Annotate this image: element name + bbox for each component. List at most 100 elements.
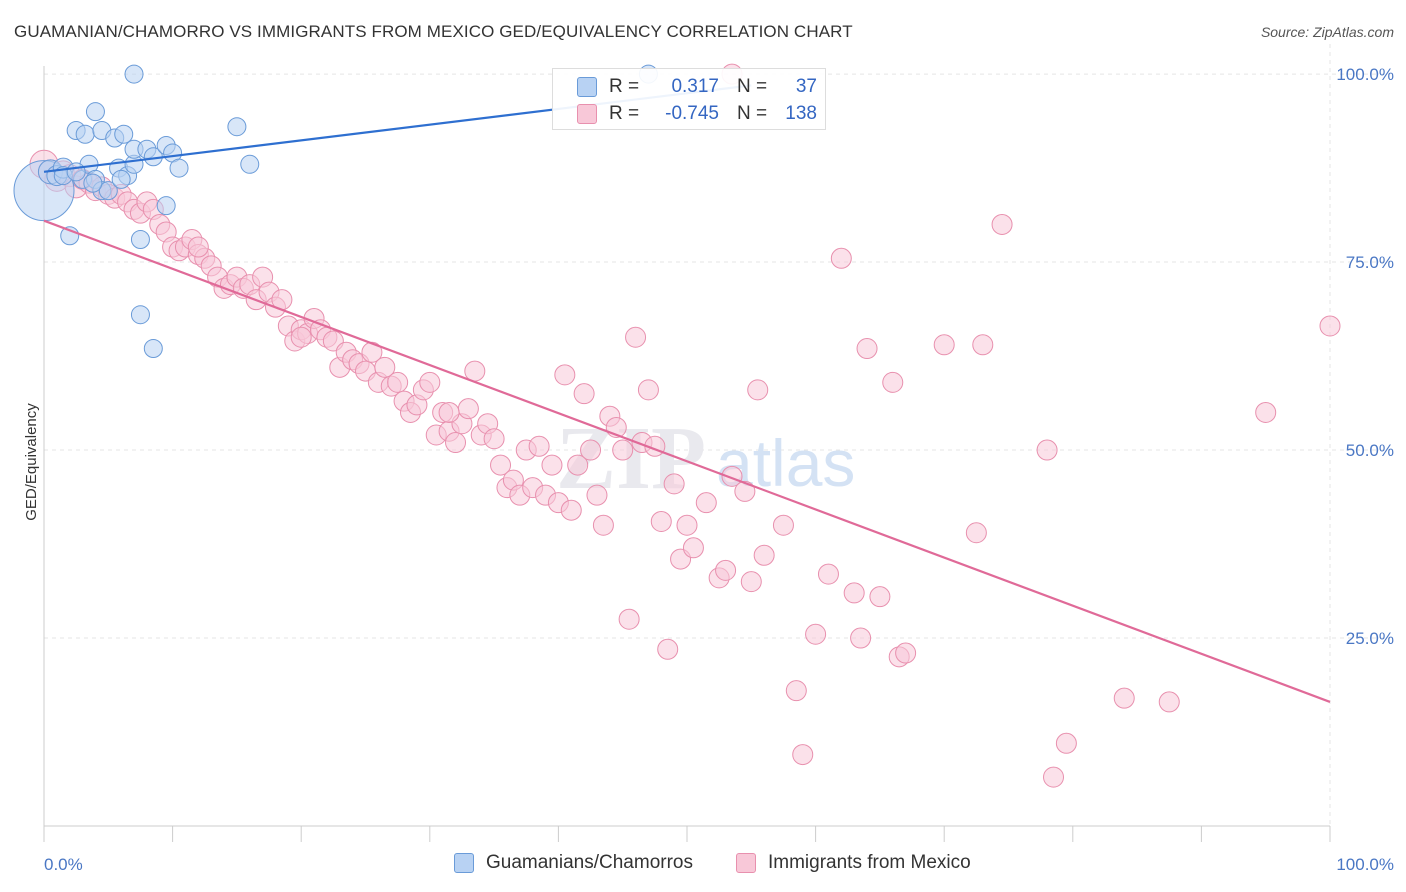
grid-lines [44,44,1390,826]
legend-item-mexico[interactable]: Immigrants from Mexico [736,852,971,874]
mexico-point [933,334,955,356]
guamanian-point [75,124,95,144]
source-label: Source: ZipAtlas.com [1260,24,1394,40]
mexico-point [882,371,904,393]
y-axis-title: GED/Equivalency [23,403,40,521]
y-tick-label: 100.0% [1336,65,1394,84]
chart-title: GUAMANIAN/CHAMORRO VS IMMIGRANTS FROM ME… [14,22,853,41]
mexico-point [464,360,486,382]
x-tick-label: 100.0% [1336,855,1394,874]
mexico-point [625,326,647,348]
mexico-point [637,379,659,401]
y-tick-labels: 25.0% 50.0% 75.0% 100.0% [1336,65,1394,648]
guamanian-point [114,124,134,144]
mexico-point [612,439,634,461]
mexico-point [592,514,614,536]
stats-legend: R = 0.317 N = 37 R = -0.745 N = 138 [552,68,826,130]
y-tick-label: 50.0% [1346,441,1394,460]
mexico-point [457,398,479,420]
mexico-point [1036,439,1058,461]
mexico-point [785,680,807,702]
mexico-point [657,638,679,660]
mexico-point [792,744,814,766]
mexico-point [1055,732,1077,754]
mexico-point [573,383,595,405]
mexico-point [747,379,769,401]
mexico-point [1319,315,1341,337]
r-label: R = [609,103,640,124]
mexico-point [676,514,698,536]
mexico-point [856,338,878,360]
mexico-point [965,522,987,544]
mexico-point [290,326,312,348]
series-legend: Guamanians/Chamorros Immigrants from Mex… [0,852,1406,878]
stats-row-blue: R = 0.317 N = 37 [553,74,817,100]
mexico-point [734,480,756,502]
pink-n-value: 138 [785,103,817,124]
mexico-trend-line [43,219,1331,703]
mexico-point [618,608,640,630]
blue-swatch [577,77,597,97]
blue-r-value: 0.317 [671,76,719,97]
mexico-point [560,499,582,521]
legend-item-guamanians[interactable]: Guamanians/Chamorros [454,852,693,874]
pink-r-value: -0.745 [665,103,719,124]
mexico-point [895,642,917,664]
mexico-point [695,492,717,514]
guamanian-point [130,230,150,249]
mexico-point [682,537,704,559]
legend-label-guamanians: Guamanians/Chamorros [486,852,693,873]
mexico-point [483,428,505,450]
guamanian-point [111,169,131,189]
mexico-point [419,371,441,393]
mexico-point [650,510,672,532]
mexico-point [740,571,762,593]
r-label: R = [609,76,640,97]
stats-row-pink: R = -0.745 N = 138 [553,101,817,127]
mexico-point [753,544,775,566]
mexico-point [438,401,460,423]
guamanian-point [85,102,105,122]
mexico-point [1113,687,1135,709]
mexico-point [567,454,589,476]
pink-swatch [577,104,597,124]
guamanian-point [143,339,163,359]
mexico-point [374,356,396,378]
y-tick-label: 25.0% [1346,629,1394,648]
mexico-point [1043,766,1065,788]
mexico-point [721,465,743,487]
mexico-point [991,213,1013,235]
mexico-point [869,586,891,608]
mexico-point [715,559,737,581]
mexico-point [772,514,794,536]
mexico-point [663,473,685,495]
mexico-point [817,563,839,585]
guamanian-point [130,305,150,325]
blue-n-value: 37 [795,76,817,97]
guamanian-point [240,154,260,174]
mexico-point [843,582,865,604]
mexico-point [187,236,209,258]
guamanian-point [124,64,144,84]
mexico-point [830,247,852,269]
mexico-point [554,364,576,386]
mexico-point [586,484,608,506]
guamanian-point [227,117,247,137]
y-tick-label: 75.0% [1346,253,1394,272]
mexico-point [1158,691,1180,713]
pink-series-points [29,63,1341,788]
mexico-point [445,432,467,454]
mexico-point [805,623,827,645]
mexico-point [850,627,872,649]
guamanian-point [83,173,103,193]
guamanian-point [156,196,176,216]
mexico-point [541,454,563,476]
mexico-point [387,371,409,393]
x-tick-labels: 0.0% 100.0% [44,855,1394,874]
guamanian-point [98,181,118,201]
mexico-point [528,435,550,457]
mexico-point [1255,401,1277,423]
mexico-point [972,334,994,356]
legend-swatch-pink [736,853,756,873]
